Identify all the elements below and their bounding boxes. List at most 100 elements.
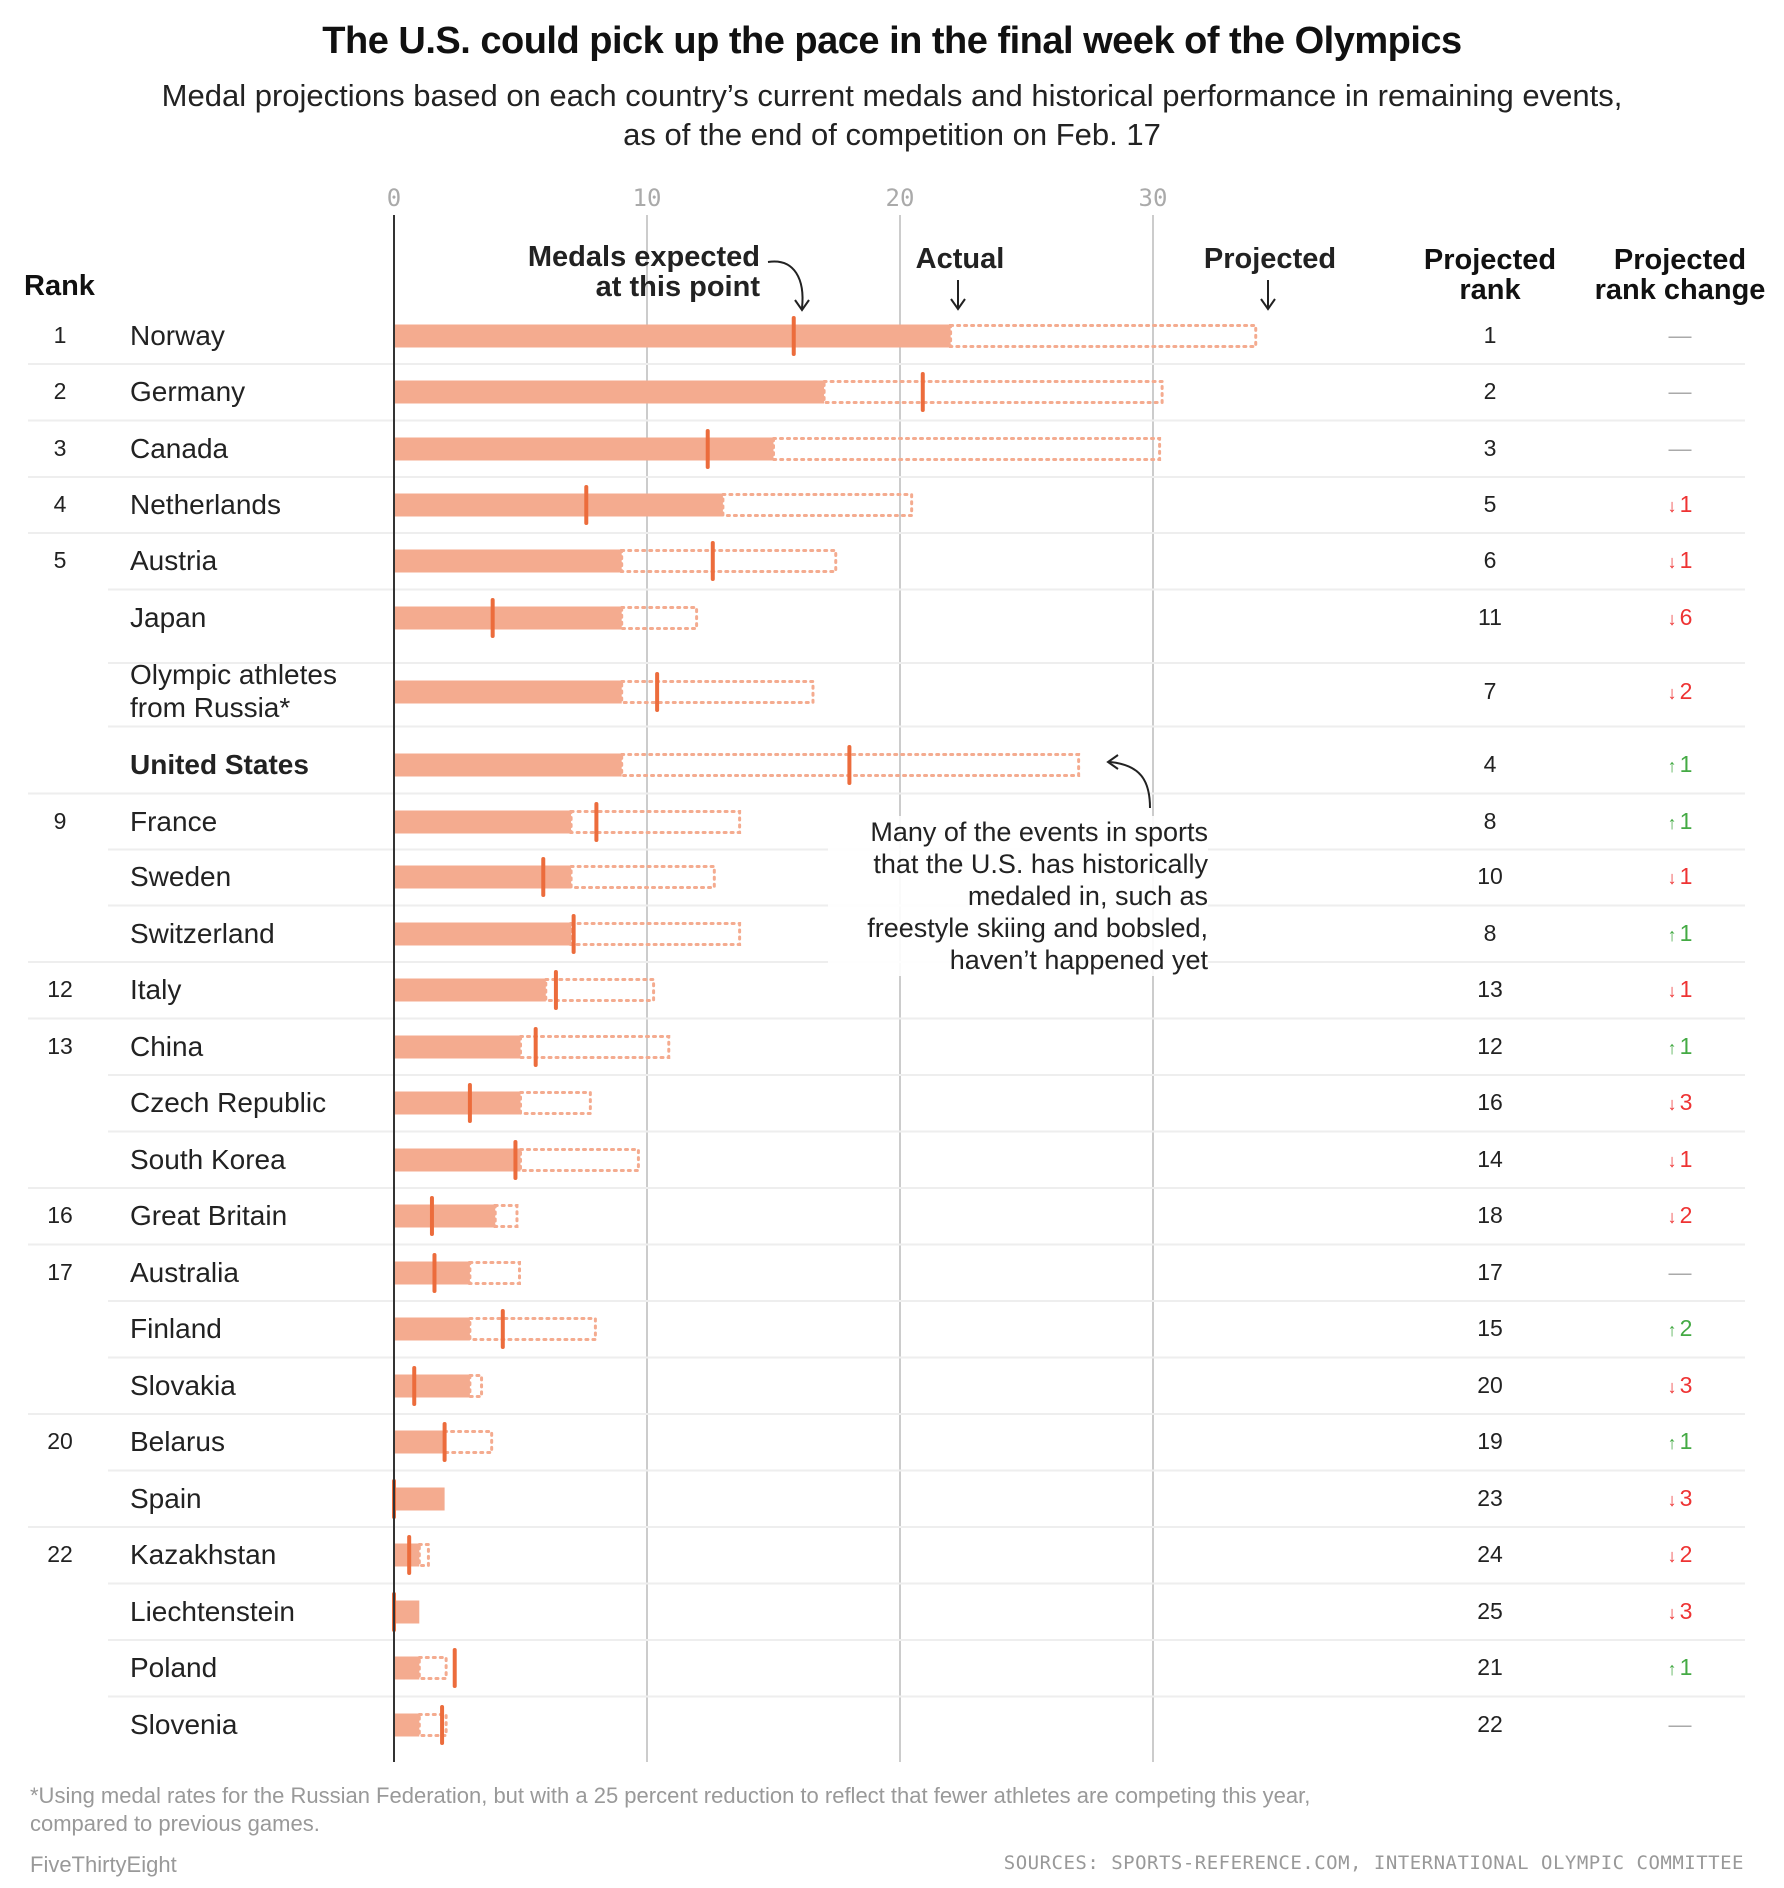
expected-legend-line: at this point [595, 271, 760, 303]
x-tick-label: 10 [633, 184, 662, 212]
rank-change: ↓ 1 [1630, 976, 1730, 1003]
country-name: Finland [130, 1313, 222, 1344]
projected-bar [620, 606, 699, 630]
arrow-up-icon: ↑ [1667, 813, 1677, 833]
actual-bar [394, 865, 572, 889]
sources-credit: SOURCES: SPORTS-REFERENCE.COM, INTERNATI… [1003, 1852, 1744, 1874]
rank-change: ↓ 1 [1630, 863, 1730, 890]
actual-bar [394, 1713, 420, 1737]
rank-number: 17 [47, 1259, 73, 1285]
country-name: Switzerland [130, 918, 275, 949]
projected-bar [569, 922, 742, 946]
rank-change-value: 3 [1679, 1598, 1693, 1624]
projected-rank: 21 [1477, 1654, 1503, 1680]
projected-bar [721, 493, 914, 517]
rank-number: 3 [53, 435, 67, 461]
projected-bar [519, 1091, 592, 1115]
rank-number: 20 [47, 1428, 73, 1454]
rank-change-value: — [1668, 1711, 1692, 1737]
rank-change-value: 1 [1679, 976, 1693, 1002]
subtitle-line: Medal projections based on each country’… [161, 78, 1623, 113]
rank-change: ↓ 1 [1630, 1146, 1730, 1173]
projected-rank: 1 [1483, 322, 1497, 348]
actual-bar [394, 549, 622, 573]
actual-bar [394, 437, 774, 461]
rank-change: ↓ 3 [1630, 1089, 1730, 1116]
projected-rank: 13 [1477, 976, 1503, 1002]
rank-change: ↓ 3 [1630, 1485, 1730, 1512]
rank-change-value: 1 [1679, 547, 1693, 573]
arrow-down-icon: ↓ [1667, 1207, 1677, 1227]
rank-change: ↑ 1 [1630, 920, 1730, 947]
actual-bar [394, 810, 572, 834]
country-name: Sweden [130, 861, 232, 892]
arrow-down-icon: ↓ [1667, 683, 1677, 703]
projected-rank: 12 [1477, 1033, 1503, 1059]
rank-change-value: 1 [1679, 1654, 1693, 1680]
annotation-arrowhead-icon [1106, 754, 1119, 770]
chart-subtitle: Medal projections based on each country’… [0, 76, 1784, 154]
rank-change: ↓ 1 [1630, 547, 1730, 574]
rank-change-value: 3 [1679, 1089, 1693, 1115]
projected-rank: 8 [1483, 808, 1497, 834]
subtitle-line: as of the end of competition on Feb. 17 [623, 117, 1161, 152]
annotation-line: freestyle skiing and bobsled, [867, 913, 1208, 943]
rank-change-value: 6 [1679, 604, 1693, 630]
actual-bar [394, 606, 622, 630]
header-line: Projected [1423, 244, 1557, 276]
actual-bar [394, 1261, 470, 1285]
rank-change: ↓ 2 [1630, 678, 1730, 705]
actual-bar [394, 1148, 521, 1172]
rank-number: 1 [53, 322, 67, 348]
arrow-down-icon: ↓ [1667, 1151, 1677, 1171]
country-name: China [130, 1031, 204, 1062]
arrow-down-icon: ↓ [1667, 1377, 1677, 1397]
projected-bar [417, 1656, 448, 1680]
country-name: Netherlands [130, 489, 281, 520]
country-name-line: from Russia* [130, 692, 291, 723]
actual-bar [394, 1600, 420, 1624]
projected-rank: 8 [1483, 920, 1497, 946]
projected-rank: 24 [1477, 1541, 1503, 1567]
actual-bar [394, 922, 572, 946]
projected-bar [417, 1543, 430, 1567]
rank-change-value: — [1668, 322, 1692, 348]
country-name: South Korea [130, 1144, 286, 1175]
projected-rank: 17 [1477, 1259, 1503, 1285]
arrow-up-icon: ↑ [1667, 1433, 1677, 1453]
projected-rank: 22 [1477, 1711, 1503, 1737]
rank-change-value: 3 [1679, 1372, 1693, 1398]
rank-number: 5 [53, 547, 67, 573]
projected-rank: 11 [1478, 604, 1502, 630]
rank-change-value: 2 [1679, 1315, 1693, 1341]
projected-rank: 2 [1483, 378, 1497, 404]
country-name: Kazakhstan [130, 1539, 277, 1570]
country-name: Poland [130, 1652, 218, 1683]
annotation-line: medaled in, such as [967, 881, 1208, 911]
rank-change: — [1630, 378, 1730, 405]
country-name: France [130, 806, 218, 837]
footnote-line: *Using medal rates for the Russian Feder… [30, 1783, 1311, 1808]
arrow-up-icon: ↑ [1667, 925, 1677, 945]
country-name: United States [130, 749, 309, 780]
arrow-down-icon: ↓ [1667, 609, 1677, 629]
rank-change: ↓ 2 [1630, 1202, 1730, 1229]
arrow-down-icon: ↓ [1667, 1094, 1677, 1114]
arrow-down-icon: ↓ [1667, 981, 1677, 1001]
projected-bar [620, 549, 838, 573]
rank-change: ↑ 1 [1630, 808, 1730, 835]
projected-bar [569, 865, 716, 889]
projected-rank: 20 [1477, 1372, 1503, 1398]
projected-rank: 15 [1477, 1315, 1503, 1341]
brand-credit: FiveThirtyEight [30, 1852, 177, 1877]
rank-number: 16 [47, 1202, 73, 1228]
actual-bar [394, 1374, 470, 1398]
actual-legend-label: Actual [915, 243, 1005, 275]
rank-change: ↑ 1 [1630, 1654, 1730, 1681]
projected-bar [544, 978, 656, 1002]
expected-legend-label: Medals expected at this point [480, 242, 760, 302]
rank-number: 22 [47, 1541, 73, 1567]
rank-change-value: 1 [1679, 751, 1693, 777]
projected-bar [822, 380, 1164, 404]
country-name: Italy [130, 974, 182, 1005]
